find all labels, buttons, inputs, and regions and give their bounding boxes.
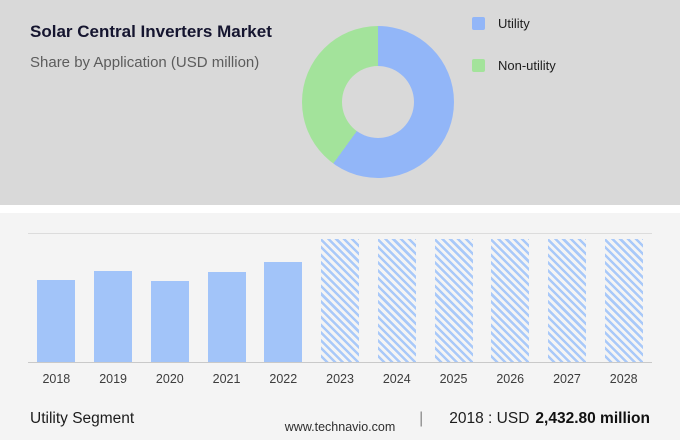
website-footer: www.technavio.com: [284, 420, 396, 434]
bar-forecast: [604, 239, 643, 362]
page-title: Solar Central Inverters Market: [30, 22, 272, 41]
bar-historical: [207, 272, 246, 362]
labels-row: 2018 2019 2020 2021 2022 2023 2024 2025 2026 2027…: [28, 372, 652, 386]
year-label: 2028: [609, 372, 638, 386]
stat-value: 2,432.80 million: [535, 410, 650, 427]
stat-divider: |: [419, 410, 424, 427]
stats-row: Utility Segment | 2018 : USD 2,432.80 mi…: [30, 410, 650, 428]
legend-label: Utility: [498, 16, 530, 31]
legend: Utility Non-utility: [472, 16, 556, 100]
donut-chart: [302, 26, 454, 178]
bar-forecast: [377, 239, 416, 362]
bar-forecast: [434, 239, 473, 362]
year-label: 2019: [99, 372, 127, 386]
bar-slot: [425, 234, 482, 362]
year-label: 2027: [553, 372, 581, 386]
header: Solar Central Inverters Market Share by …: [30, 22, 272, 71]
bar-slot: [368, 234, 425, 362]
legend-label: Non-utility: [498, 58, 556, 73]
bar-slot: [85, 234, 142, 362]
bar-slot: [482, 234, 539, 362]
bar-forecast: [321, 239, 360, 362]
year-label: 2026: [496, 372, 525, 386]
year-label: 2022: [269, 372, 298, 386]
bar-slot: [539, 234, 596, 362]
year-label: 2021: [212, 372, 241, 386]
segment-label: Utility Segment: [30, 410, 135, 427]
legend-swatch: [472, 17, 485, 30]
stats-right: | 2018 : USD 2,432.80 million: [419, 410, 650, 428]
bar-slot: [312, 234, 369, 362]
header-section: Solar Central Inverters Market Share by …: [0, 0, 680, 205]
bar-chart-section: 2018 2019 2020 2021 2022 2023 2024 2025 2026 2027…: [0, 213, 680, 440]
bar-historical: [264, 262, 303, 362]
bar-forecast: [547, 239, 586, 362]
bar-slot: [141, 234, 198, 362]
bar-historical: [37, 280, 76, 362]
year-label: 2025: [439, 372, 468, 386]
bars-row: [28, 233, 652, 363]
bar-chart: 2018 2019 2020 2021 2022 2023 2024 2025 2026 2027…: [28, 233, 652, 386]
bar-historical: [150, 281, 189, 362]
bar-slot: [198, 234, 255, 362]
year-label: 2023: [326, 372, 354, 386]
legend-item: Non-utility: [472, 58, 556, 73]
year-label: 2024: [382, 372, 411, 386]
page-subtitle: Share by Application (USD million): [30, 54, 260, 71]
legend-swatch: [472, 59, 485, 72]
bar-slot: [28, 234, 85, 362]
stat-year-label: 2018 : USD: [449, 410, 530, 427]
bar-historical: [94, 271, 133, 362]
legend-item: Utility: [472, 16, 556, 31]
bar-forecast: [491, 239, 530, 362]
bar-slot: [255, 234, 312, 362]
year-label: 2020: [155, 372, 184, 386]
year-label: 2018: [42, 372, 71, 386]
bar-slot: [595, 234, 652, 362]
